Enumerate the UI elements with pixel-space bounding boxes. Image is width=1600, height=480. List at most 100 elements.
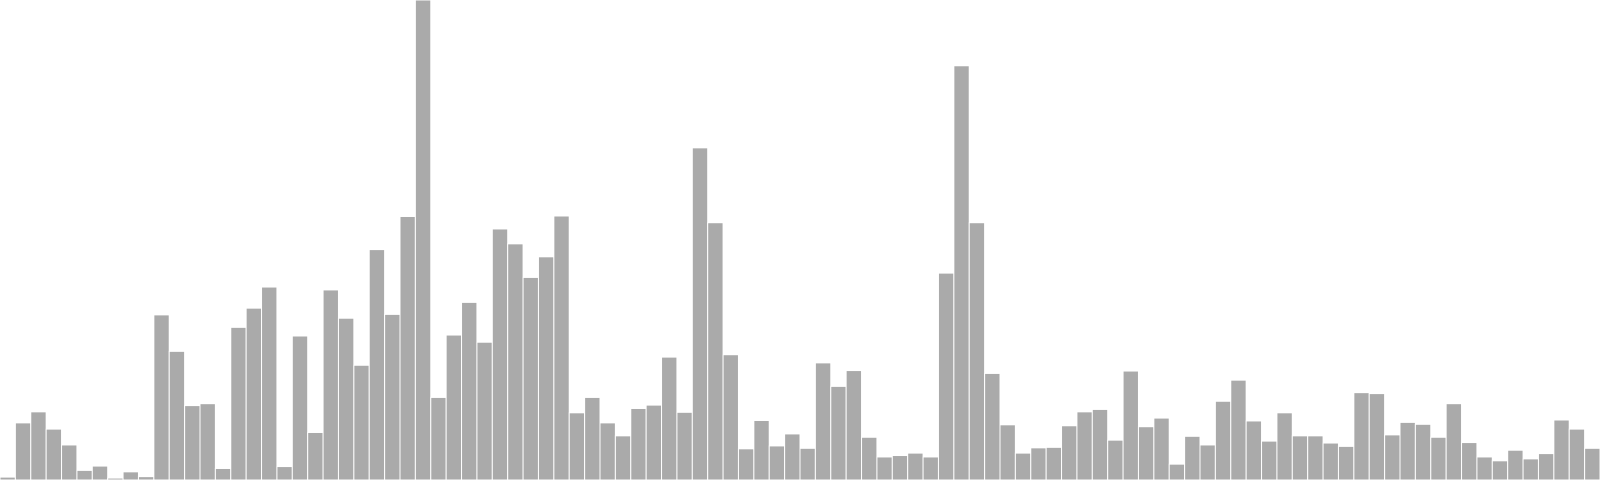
- bar-94: [1445, 403, 1463, 480]
- bar-27: [414, 0, 432, 480]
- bar-64: [984, 372, 1001, 480]
- bar-90: [1384, 434, 1401, 480]
- bar-57: [876, 456, 893, 480]
- bar-17: [261, 286, 278, 480]
- bar-76: [1168, 463, 1186, 480]
- bar-45: [691, 147, 709, 480]
- bar-75: [1153, 417, 1170, 480]
- bar-71: [1091, 408, 1109, 480]
- bar-32: [491, 228, 509, 480]
- bar-84: [1291, 435, 1309, 480]
- bar-79: [1214, 400, 1232, 480]
- bar-70: [1076, 411, 1093, 480]
- bar-100: [1537, 453, 1555, 480]
- bar-98: [1507, 449, 1524, 480]
- bar-102: [1568, 428, 1586, 480]
- bar-5: [76, 469, 93, 480]
- bar-14: [214, 467, 232, 480]
- bar-68: [1045, 446, 1063, 480]
- bar-39: [599, 422, 616, 480]
- bar-50: [768, 445, 786, 480]
- bar-9: [137, 476, 155, 480]
- bar-74: [1137, 426, 1155, 480]
- bar-48: [737, 448, 755, 480]
- bar-23: [353, 364, 370, 480]
- bar-65: [999, 424, 1016, 480]
- bar-31: [476, 341, 493, 480]
- bar-11: [168, 350, 186, 480]
- bar-34: [522, 276, 539, 480]
- bar-18: [276, 466, 293, 480]
- bar-59: [907, 452, 924, 480]
- bar-60: [922, 456, 939, 480]
- bar-43: [661, 356, 678, 480]
- bar-73: [1122, 370, 1139, 480]
- bar-1: [14, 422, 32, 480]
- bar-56: [861, 436, 878, 480]
- bar-33: [507, 243, 524, 480]
- bar-55: [845, 370, 863, 480]
- bar-87: [1337, 445, 1355, 480]
- bar-21: [322, 289, 339, 480]
- bar-47: [722, 354, 739, 480]
- bar-92: [1414, 423, 1432, 480]
- bar-67: [1030, 447, 1047, 480]
- bar-20: [307, 431, 324, 480]
- bar-51: [784, 433, 801, 480]
- bar-6: [91, 465, 109, 480]
- bar-40: [614, 435, 632, 480]
- bar-35: [537, 256, 555, 480]
- bar-46: [707, 222, 724, 480]
- bar-25: [384, 313, 401, 480]
- bar-103: [1584, 447, 1600, 480]
- bar-93: [1430, 436, 1447, 480]
- bar-24: [368, 249, 386, 480]
- bar-72: [1107, 439, 1124, 480]
- bar-101: [1553, 419, 1570, 480]
- bar-91: [1399, 421, 1416, 480]
- bar-41: [630, 407, 647, 480]
- bar-16: [245, 307, 263, 480]
- bar-69: [1061, 425, 1078, 480]
- bar-88: [1353, 392, 1370, 480]
- bar-37: [568, 412, 586, 480]
- bar-12: [184, 405, 201, 480]
- bar-58: [891, 455, 909, 480]
- bar-77: [1184, 435, 1201, 480]
- bar-95: [1461, 442, 1478, 480]
- bar-42: [645, 404, 663, 480]
- bar-63: [968, 222, 986, 480]
- bar-54: [830, 385, 847, 480]
- bar-4: [61, 444, 78, 480]
- bar-36: [553, 215, 570, 480]
- bar-82: [1261, 440, 1278, 480]
- bar-38: [584, 396, 601, 480]
- bar-29: [445, 334, 463, 480]
- bar-22: [337, 317, 355, 480]
- bar-44: [676, 411, 693, 480]
- bar-96: [1476, 456, 1493, 480]
- bar-15: [230, 326, 247, 480]
- bar-62: [953, 65, 970, 480]
- bar-66: [1014, 452, 1032, 480]
- bar-26: [399, 215, 416, 480]
- bar-99: [1522, 458, 1539, 480]
- bar-53: [814, 362, 832, 480]
- bar-2: [30, 411, 47, 480]
- bar-28: [430, 396, 447, 480]
- bar-81: [1245, 420, 1263, 480]
- bar-3: [45, 428, 63, 480]
- bar-30: [461, 301, 478, 480]
- bar-49: [753, 419, 770, 480]
- bar-8: [122, 471, 139, 480]
- bar-97: [1491, 460, 1509, 480]
- bar-13: [199, 403, 216, 480]
- bar-85: [1307, 435, 1324, 480]
- bar-10: [153, 314, 170, 480]
- bar-52: [799, 447, 816, 480]
- bar-89: [1368, 393, 1386, 480]
- bar-83: [1276, 412, 1293, 480]
- bar-86: [1322, 442, 1339, 480]
- bar-19: [291, 335, 309, 480]
